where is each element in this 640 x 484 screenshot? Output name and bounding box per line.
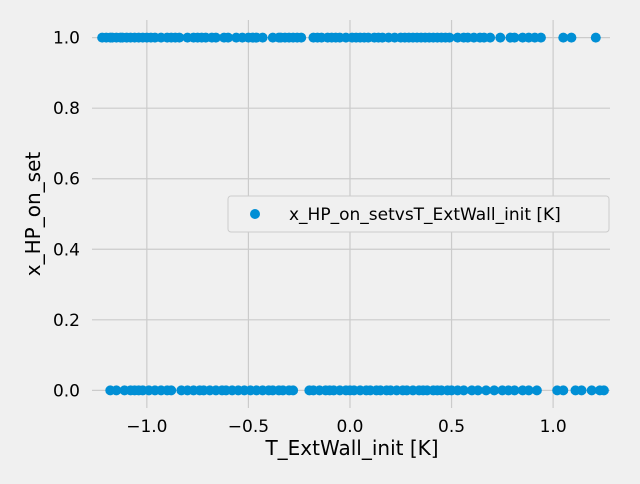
data-points xyxy=(97,32,609,396)
data-point xyxy=(288,385,299,396)
data-point xyxy=(586,385,597,396)
data-point xyxy=(257,32,268,43)
data-point xyxy=(444,32,455,43)
x-tick-label: 0.0 xyxy=(336,417,363,437)
data-point xyxy=(531,385,542,396)
y-tick-label: 0.6 xyxy=(53,170,80,190)
data-point xyxy=(598,385,609,396)
legend-label: x_HP_on_setvsT_ExtWall_init [K] xyxy=(289,205,561,225)
data-point xyxy=(210,32,221,43)
data-point xyxy=(166,385,177,396)
data-point xyxy=(489,385,500,396)
y-tick-label: 0.8 xyxy=(53,99,80,119)
data-point xyxy=(458,385,469,396)
y-tick-label: 0.0 xyxy=(53,381,80,401)
data-point xyxy=(535,32,546,43)
data-point xyxy=(481,385,492,396)
x-axis-label: T_ExtWall_init [K] xyxy=(264,436,438,460)
data-point xyxy=(223,32,234,43)
data-point xyxy=(566,32,577,43)
tick-labels: −1.0 −0.5 0.0 0.5 1.0 0.0 0.2 0.4 0.6 0.8 1.0 xyxy=(53,29,567,437)
x-tick-label: 0.5 xyxy=(438,417,465,437)
data-point xyxy=(509,32,520,43)
y-axis-label: x_HP_on_set xyxy=(21,152,45,277)
data-point xyxy=(174,32,185,43)
data-point xyxy=(495,32,506,43)
data-point xyxy=(576,385,587,396)
data-point xyxy=(558,385,569,396)
data-point xyxy=(111,385,122,396)
data-point xyxy=(558,32,569,43)
x-tick-label: −0.5 xyxy=(228,417,269,437)
data-point xyxy=(485,32,496,43)
data-point xyxy=(590,32,601,43)
data-point xyxy=(296,32,307,43)
y-tick-label: 0.2 xyxy=(53,311,80,331)
y-tick-label: 1.0 xyxy=(53,29,80,49)
x-tick-label: −1.0 xyxy=(126,417,167,437)
legend: x_HP_on_setvsT_ExtWall_init [K] xyxy=(227,195,610,233)
data-point xyxy=(472,385,483,396)
legend-box xyxy=(227,195,610,233)
data-point xyxy=(523,385,534,396)
x-tick-label: 1.0 xyxy=(540,417,567,437)
legend-marker xyxy=(250,209,260,219)
data-point xyxy=(509,385,520,396)
y-tick-label: 0.4 xyxy=(53,240,80,260)
